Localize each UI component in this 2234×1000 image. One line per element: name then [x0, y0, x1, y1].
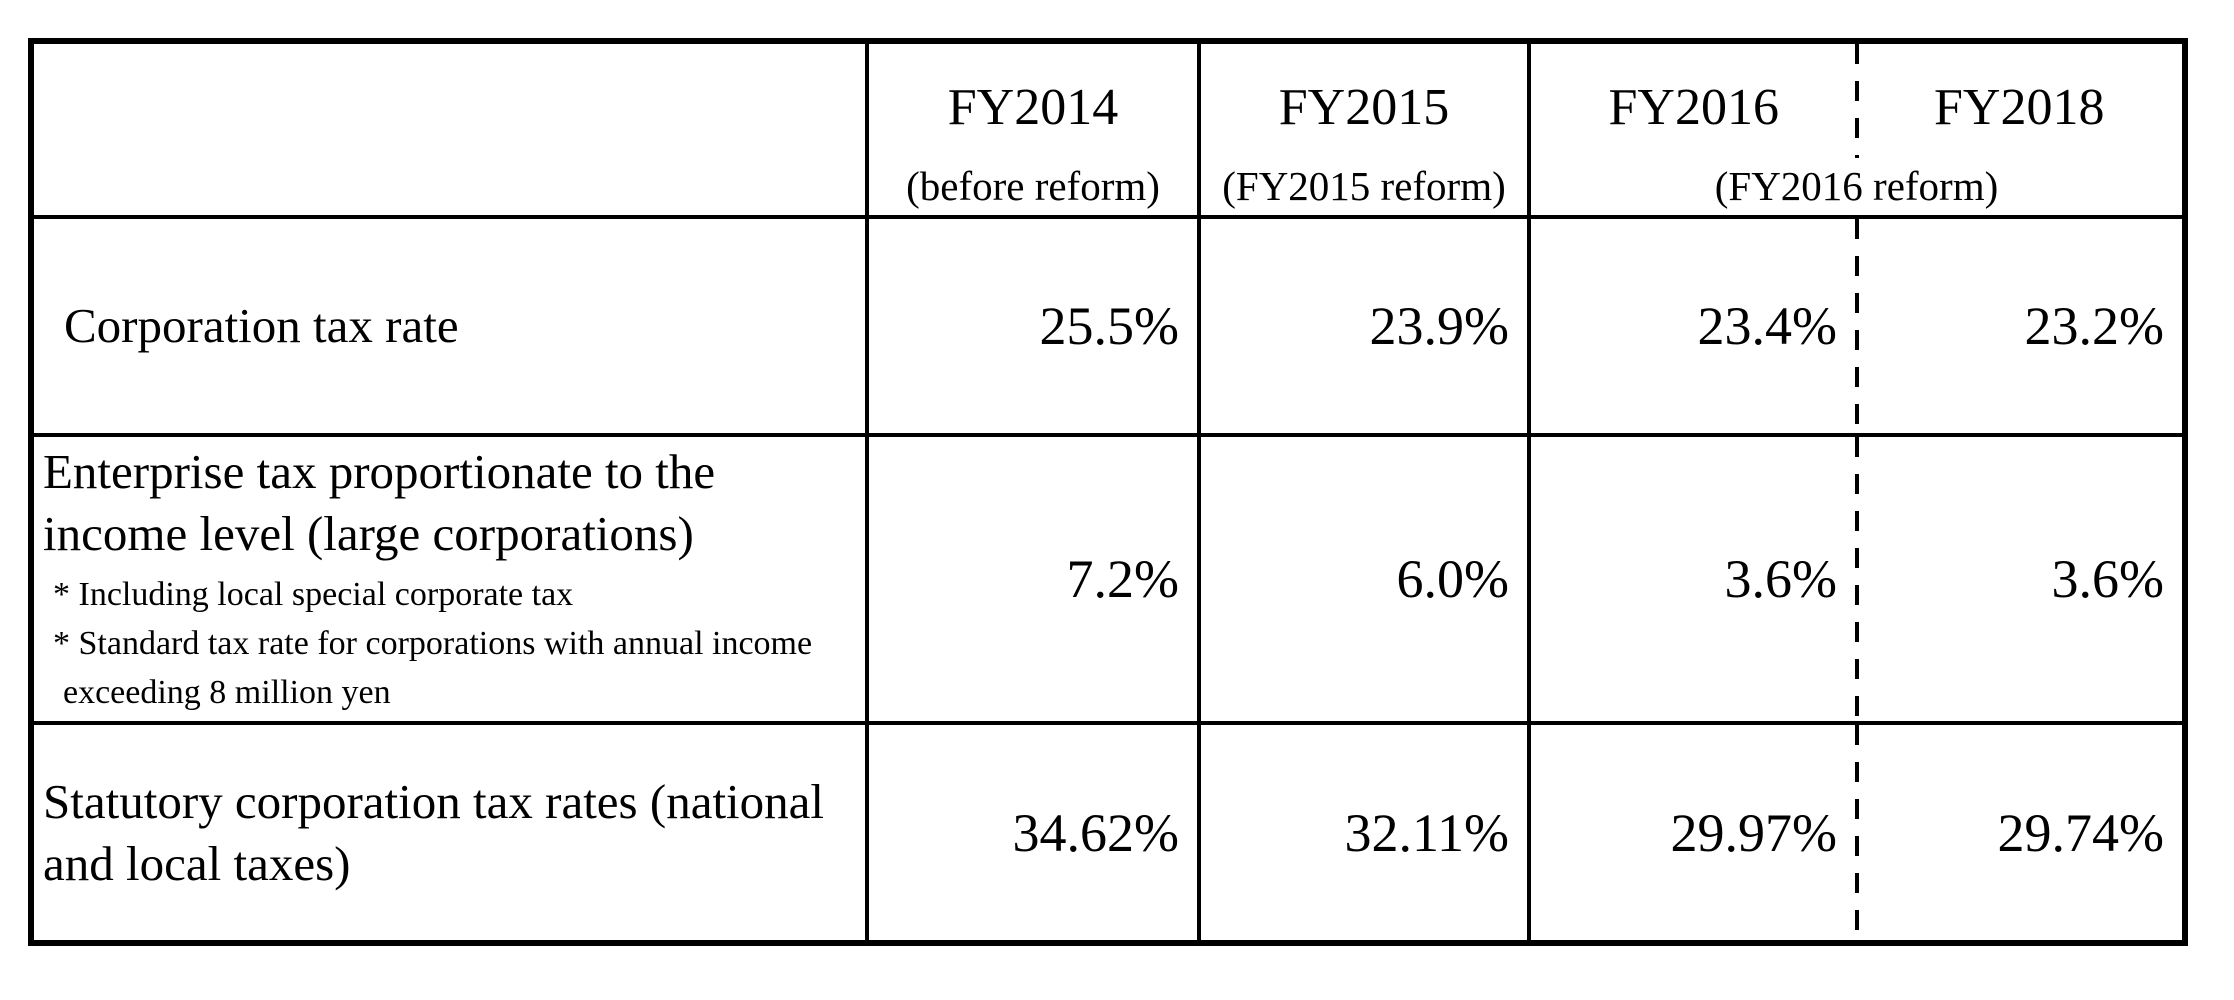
- fy2015-year-label: FY2015: [1278, 79, 1450, 136]
- fy2014-year-label: FY2014: [947, 79, 1119, 136]
- row-label-statutory-tax-rates: Statutory corporation tax rates (nationa…: [29, 721, 869, 945]
- table-row-corporation-tax-rate: Corporation tax rate 25.5% 23.9% 23.4% 2…: [29, 215, 2187, 437]
- table-row-enterprise-tax: Enterprise tax proportionate to the inco…: [29, 433, 2187, 725]
- statutory-tax-fy2015-value: 32.11%: [1197, 721, 1531, 945]
- table-header-row: FY2014 (before reform) FY2015 (FY2015 re…: [29, 39, 2187, 219]
- enterprise-tax-fy2016-value: 3.6%: [1527, 433, 1855, 725]
- column-header-fy2014: FY2014 (before reform): [865, 39, 1201, 219]
- header-dashed-divider: [1854, 44, 1859, 158]
- fy2018-year-label: FY2018: [1934, 79, 2105, 136]
- enterprise-tax-fy2014-value: 7.2%: [865, 433, 1201, 725]
- enterprise-tax-fy2015-value: 6.0%: [1197, 433, 1531, 725]
- enterprise-tax-footnote-1: * Including local special corporate tax: [53, 576, 574, 613]
- fy2016-reform-note-label: (FY2016 reform): [1714, 163, 1999, 209]
- statutory-tax-fy2014-value: 34.62%: [865, 721, 1201, 945]
- corporate-tax-rate-table: FY2014 (before reform) FY2015 (FY2015 re…: [28, 38, 2188, 946]
- column-header-fy2015: FY2015 (FY2015 reform): [1197, 39, 1531, 219]
- row-label-corporation-tax-rate: Corporation tax rate: [29, 215, 869, 437]
- year-pair-row: FY2016 FY2018: [1531, 44, 2182, 134]
- row-label-enterprise-tax: Enterprise tax proportionate to the inco…: [29, 433, 869, 725]
- enterprise-tax-fy2018-value: 3.6%: [1855, 433, 2187, 725]
- fy2015-note-label: (FY2015 reform): [1222, 163, 1506, 209]
- table-row-statutory-tax-rates: Statutory corporation tax rates (nationa…: [29, 721, 2187, 945]
- corporation-tax-fy2016-value: 23.4%: [1527, 215, 1855, 437]
- corporation-tax-fy2015-value: 23.9%: [1197, 215, 1531, 437]
- column-header-fy2016-fy2018: FY2016 FY2018 (FY2016 reform): [1527, 39, 2187, 219]
- corporation-tax-fy2014-value: 25.5%: [865, 215, 1201, 437]
- corporation-tax-fy2018-value: 23.2%: [1855, 215, 2187, 437]
- statutory-tax-fy2016-value: 29.97%: [1527, 721, 1855, 945]
- statutory-tax-fy2018-value: 29.74%: [1855, 721, 2187, 945]
- fy2016-year-label: FY2016: [1608, 79, 1779, 136]
- enterprise-tax-footnote-2: * Standard tax rate for corporations wit…: [53, 625, 813, 711]
- corner-cell: [29, 39, 869, 219]
- fy2014-note-label: (before reform): [906, 163, 1160, 209]
- enterprise-tax-title: Enterprise tax proportionate to the inco…: [43, 444, 716, 561]
